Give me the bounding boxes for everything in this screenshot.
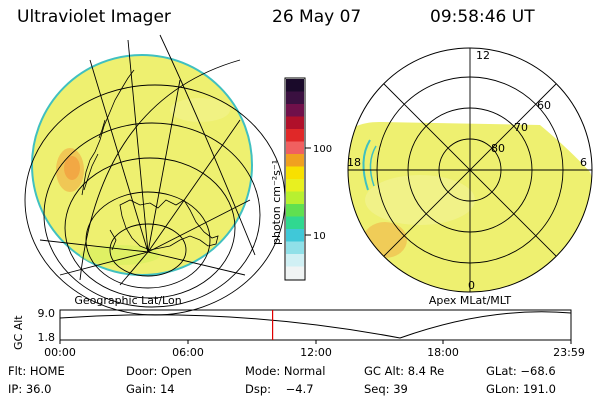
info-door: Door: Open bbox=[126, 364, 192, 378]
coastline bbox=[81, 69, 219, 251]
info-ip: IP: 36.0 bbox=[8, 382, 52, 396]
mlt-label-6: 6 bbox=[580, 156, 587, 169]
colorbar-segment bbox=[286, 179, 304, 192]
colorbar-segment bbox=[286, 191, 304, 205]
colorbar-segment bbox=[286, 241, 304, 255]
mlt-label-0: 0 bbox=[468, 279, 475, 292]
info-dsp: Dsp: −4.7 bbox=[245, 382, 314, 396]
colorbar-segment bbox=[286, 141, 304, 155]
colorbar-segment bbox=[286, 116, 304, 130]
info-gc-alt: GC Alt: 8.4 Re bbox=[364, 364, 445, 378]
info-glat: GLat: −68.6 bbox=[486, 364, 556, 378]
date-label: 26 May 07 bbox=[272, 7, 362, 27]
instrument-title: Ultraviolet Imager bbox=[17, 7, 171, 27]
colorbar-segment bbox=[286, 254, 304, 267]
geographic-grid bbox=[24, 34, 286, 316]
info-mode: Mode: Normal bbox=[245, 364, 326, 378]
colorbar: 100 10 photon cm⁻²s⁻¹ bbox=[270, 77, 332, 281]
left-panel-caption: Geographic Lat/Lon bbox=[74, 294, 181, 307]
altitude-xtick-2: 12:00 bbox=[300, 346, 332, 359]
info-flt: Flt: HOME bbox=[8, 364, 65, 378]
right-panel-caption: Apex MLat/MLT bbox=[429, 294, 512, 307]
geographic-image bbox=[31, 54, 253, 276]
mlt-label-12: 12 bbox=[476, 49, 490, 62]
altitude-ylabel: GC Alt bbox=[12, 315, 25, 350]
colorbar-segment bbox=[286, 129, 304, 142]
colorbar-tick-100: 100 bbox=[313, 144, 332, 155]
info-glon: GLon: 191.0 bbox=[486, 382, 556, 396]
colorbar-segment bbox=[286, 154, 304, 167]
info-seq: Seq: 39 bbox=[364, 382, 408, 396]
colorbar-segment bbox=[286, 91, 304, 105]
info-gain: Gain: 14 bbox=[126, 382, 175, 396]
mlt-label-18: 18 bbox=[347, 156, 361, 169]
mlat-label-60: 60 bbox=[537, 99, 551, 112]
colorbar-segment bbox=[286, 104, 304, 117]
altitude-xtick-0: 00:00 bbox=[44, 346, 76, 359]
colorbar-segment bbox=[286, 266, 304, 280]
colorbar-segment bbox=[286, 79, 304, 92]
time-label: 09:58:46 UT bbox=[430, 7, 535, 27]
altitude-ytick-low: 1.8 bbox=[38, 331, 56, 344]
altitude-ytick-high: 9.0 bbox=[38, 307, 56, 320]
altitude-xtick-3: 18:00 bbox=[427, 346, 459, 359]
altitude-xtick-1: 06:00 bbox=[172, 346, 204, 359]
altitude-xtick-4: 23:59 bbox=[553, 346, 585, 359]
colorbar-unit-label: photon cm⁻²s⁻¹ bbox=[270, 160, 283, 245]
colorbar-segment bbox=[286, 204, 304, 217]
colorbar-segment bbox=[286, 229, 304, 242]
colorbar-tick-10: 10 bbox=[313, 231, 326, 242]
mlat-label-80: 80 bbox=[491, 142, 505, 155]
magnetic-grid bbox=[348, 48, 592, 292]
colorbar-segment bbox=[286, 166, 304, 180]
mlat-label-70: 70 bbox=[514, 121, 528, 134]
colorbar-segment bbox=[286, 216, 304, 230]
altitude-plot: GC Alt 9.0 1.8 00:00 06:00 12:00 18:00 2… bbox=[12, 307, 585, 359]
